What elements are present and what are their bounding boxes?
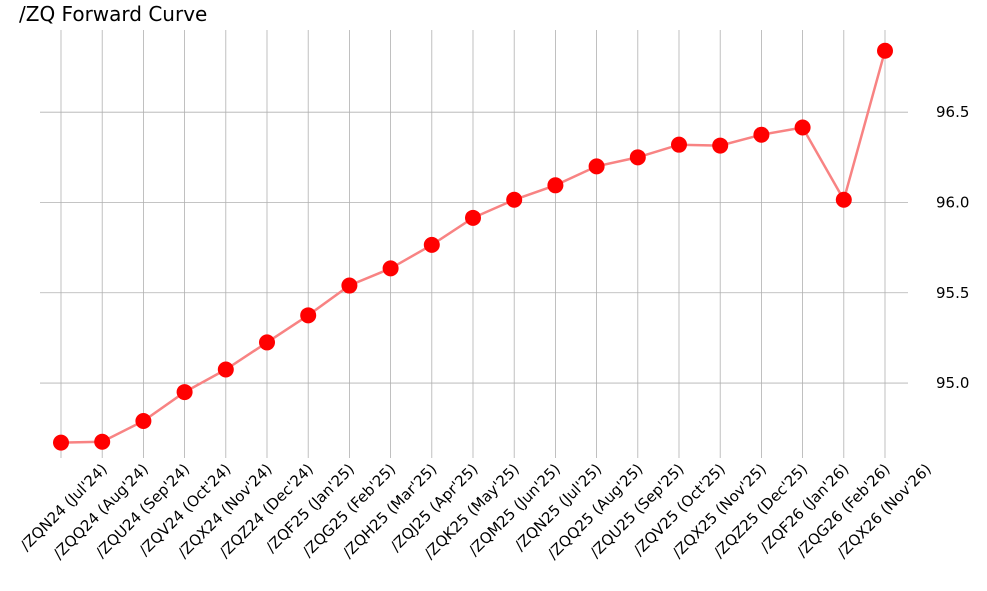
data-point <box>712 137 729 154</box>
y-tick-label: 95.0 <box>936 374 969 392</box>
data-point <box>465 209 481 226</box>
data-point <box>629 149 646 166</box>
data-point <box>94 433 111 450</box>
chart-title: /ZQ Forward Curve <box>19 2 208 26</box>
data-point <box>217 361 234 378</box>
y-tick-label: 96.5 <box>936 103 969 121</box>
data-point <box>506 191 523 208</box>
data-point <box>753 126 770 143</box>
data-point <box>835 191 852 208</box>
data-point <box>423 236 440 253</box>
data-point <box>176 384 193 401</box>
data-point <box>794 119 811 136</box>
data-point <box>135 412 152 429</box>
y-tick-label: 95.5 <box>936 284 969 302</box>
data-point <box>53 434 69 451</box>
data-point <box>671 136 687 153</box>
data-point <box>588 158 605 175</box>
data-point <box>382 260 399 277</box>
data-point <box>341 277 358 294</box>
y-tick-label: 96.0 <box>936 193 969 211</box>
data-point <box>259 334 275 351</box>
data-point <box>547 177 564 194</box>
y-gridlines <box>40 111 908 384</box>
y-tick-labels: 95.0 95.5 96.0 96.5 <box>936 103 969 392</box>
data-point <box>300 307 317 324</box>
data-markers <box>53 42 893 451</box>
x-tick-labels: /ZQN24 (Jul'24)/ZQQ24 (Aug'24)/ZQU24 (Se… <box>17 460 935 563</box>
data-point <box>877 42 893 59</box>
